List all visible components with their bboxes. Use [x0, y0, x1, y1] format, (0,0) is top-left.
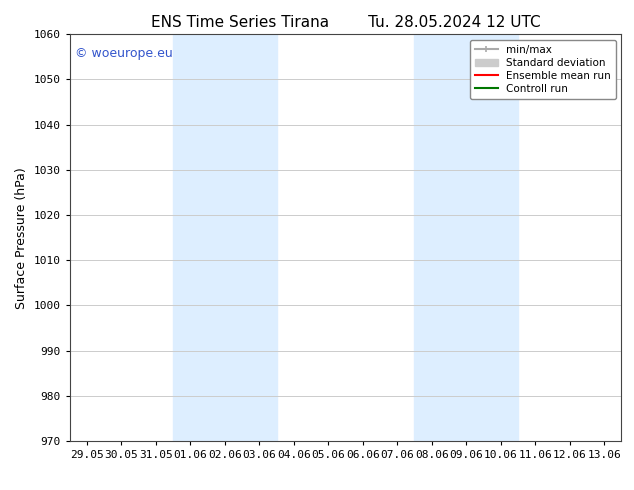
Title: ENS Time Series Tirana        Tu. 28.05.2024 12 UTC: ENS Time Series Tirana Tu. 28.05.2024 12…: [151, 15, 540, 30]
Bar: [173, 34, 276, 441]
Bar: [415, 34, 518, 441]
Y-axis label: Surface Pressure (hPa): Surface Pressure (hPa): [15, 167, 28, 309]
Legend: min/max, Standard deviation, Ensemble mean run, Controll run: min/max, Standard deviation, Ensemble me…: [470, 40, 616, 99]
Text: © woeurope.eu: © woeurope.eu: [75, 47, 173, 59]
